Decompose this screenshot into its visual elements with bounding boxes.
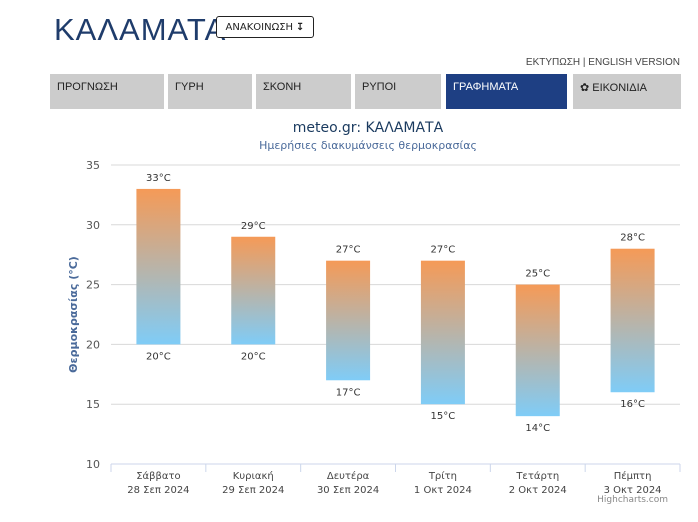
link-separator: |	[582, 57, 586, 68]
x-tick-date-label: 1 Οκτ 2024	[414, 485, 472, 496]
x-tick-day-label: Πέμπτη	[614, 470, 652, 482]
x-tick-date-label: 28 Σεπ 2024	[127, 485, 189, 496]
announcement-button[interactable]: ΑΝΑΚΟΙΝΩΣΗ ↧	[216, 16, 314, 38]
temperature-bar	[326, 260, 371, 381]
english-version-link[interactable]: ENGLISH VERSION	[588, 57, 680, 68]
high-temp-label: 27°C	[431, 245, 456, 256]
low-temp-label: 16°C	[620, 399, 645, 410]
tab-charts[interactable]: ΓΡΑΦΗΜΑΤΑ	[446, 74, 567, 109]
tab-icons[interactable]: ✿ ΕΙΚΟΝΙΔΙΑ	[573, 74, 681, 109]
y-tick-label: 35	[86, 159, 100, 172]
low-temp-label: 20°C	[146, 351, 171, 362]
low-temp-label: 17°C	[336, 387, 361, 398]
high-temp-label: 27°C	[336, 245, 361, 256]
tab-label: ΓΡΑΦΗΜΑΤΑ	[453, 81, 519, 93]
high-temp-label: 29°C	[241, 221, 266, 232]
y-tick-label: 30	[86, 219, 100, 232]
x-tick-day-label: Κυριακή	[233, 470, 274, 482]
x-tick-date-label: 3 Οκτ 2024	[604, 485, 662, 496]
tab-label: ΣΚΟΝΗ	[263, 81, 302, 93]
download-arrow-icon: ↧	[296, 21, 305, 33]
x-tick-day-label: Τετάρτη	[515, 470, 559, 482]
high-temp-label: 33°C	[146, 173, 171, 184]
temperature-bar	[515, 284, 560, 417]
low-temp-label: 15°C	[431, 411, 456, 422]
tab-label: ΠΡΟΓΝΩΣΗ	[57, 81, 118, 93]
chart-title: meteo.gr: ΚΑΛΑΜΑΤΑ	[292, 120, 444, 136]
x-tick-date-label: 29 Σεπ 2024	[222, 485, 284, 496]
chart-credits[interactable]: Highcharts.com	[597, 495, 668, 505]
chart-canvas: 10 15 20 25 30 35 Θερμοκρασίας (°C) 33°C 20°C Σάβ…	[67, 159, 681, 496]
x-tick-date-label: 30 Σεπ 2024	[317, 485, 379, 496]
x-tick-day-label: Σάββατο	[136, 470, 180, 482]
y-tick-label: 25	[86, 279, 100, 292]
temperature-bar	[420, 260, 465, 405]
temperature-bar	[610, 248, 655, 393]
top-links: ΕΚΤΥΠΩΣΗ | ENGLISH VERSION	[526, 57, 680, 68]
temperature-chart: meteo.gr: ΚΑΛΑΜΑΤΑ Ημερήσιες διακυμάνσει…	[50, 112, 686, 517]
tab-pollutants[interactable]: ΡΥΠΟΙ	[355, 74, 441, 109]
tab-forecast[interactable]: ΠΡΟΓΝΩΣΗ	[50, 74, 164, 109]
y-tick-label: 20	[86, 338, 100, 351]
print-link[interactable]: ΕΚΤΥΠΩΣΗ	[525, 57, 581, 68]
tab-label: ΕΙΚΟΝΙΔΙΑ	[592, 82, 647, 94]
y-tick-label: 15	[86, 398, 100, 411]
y-tick-label: 10	[86, 458, 100, 471]
tab-label: ΓΥΡΗ	[175, 81, 204, 93]
chart-subtitle: Ημερήσιες διακυμάνσεις θερμοκρασίας	[259, 139, 477, 152]
high-temp-label: 28°C	[620, 233, 645, 244]
x-tick-day-label: Δευτέρα	[327, 470, 370, 482]
announcement-label: ΑΝΑΚΟΙΝΩΣΗ	[225, 21, 294, 33]
temperature-bar	[136, 188, 181, 345]
high-temp-label: 25°C	[525, 269, 550, 280]
x-tick-date-label: 2 Οκτ 2024	[509, 485, 567, 496]
x-tick-day-label: Τρίτη	[428, 470, 457, 482]
gear-icon: ✿	[580, 82, 590, 94]
tab-pollen[interactable]: ΓΥΡΗ	[168, 74, 252, 109]
temperature-bar	[231, 236, 276, 345]
tab-dust[interactable]: ΣΚΟΝΗ	[256, 74, 351, 109]
low-temp-label: 20°C	[241, 351, 266, 362]
tab-label: ΡΥΠΟΙ	[362, 81, 397, 93]
low-temp-label: 14°C	[525, 423, 550, 434]
page-title: ΚΑΛΑΜΑΤΑ	[54, 12, 227, 47]
y-axis-label: Θερμοκρασίας (°C)	[67, 256, 80, 373]
